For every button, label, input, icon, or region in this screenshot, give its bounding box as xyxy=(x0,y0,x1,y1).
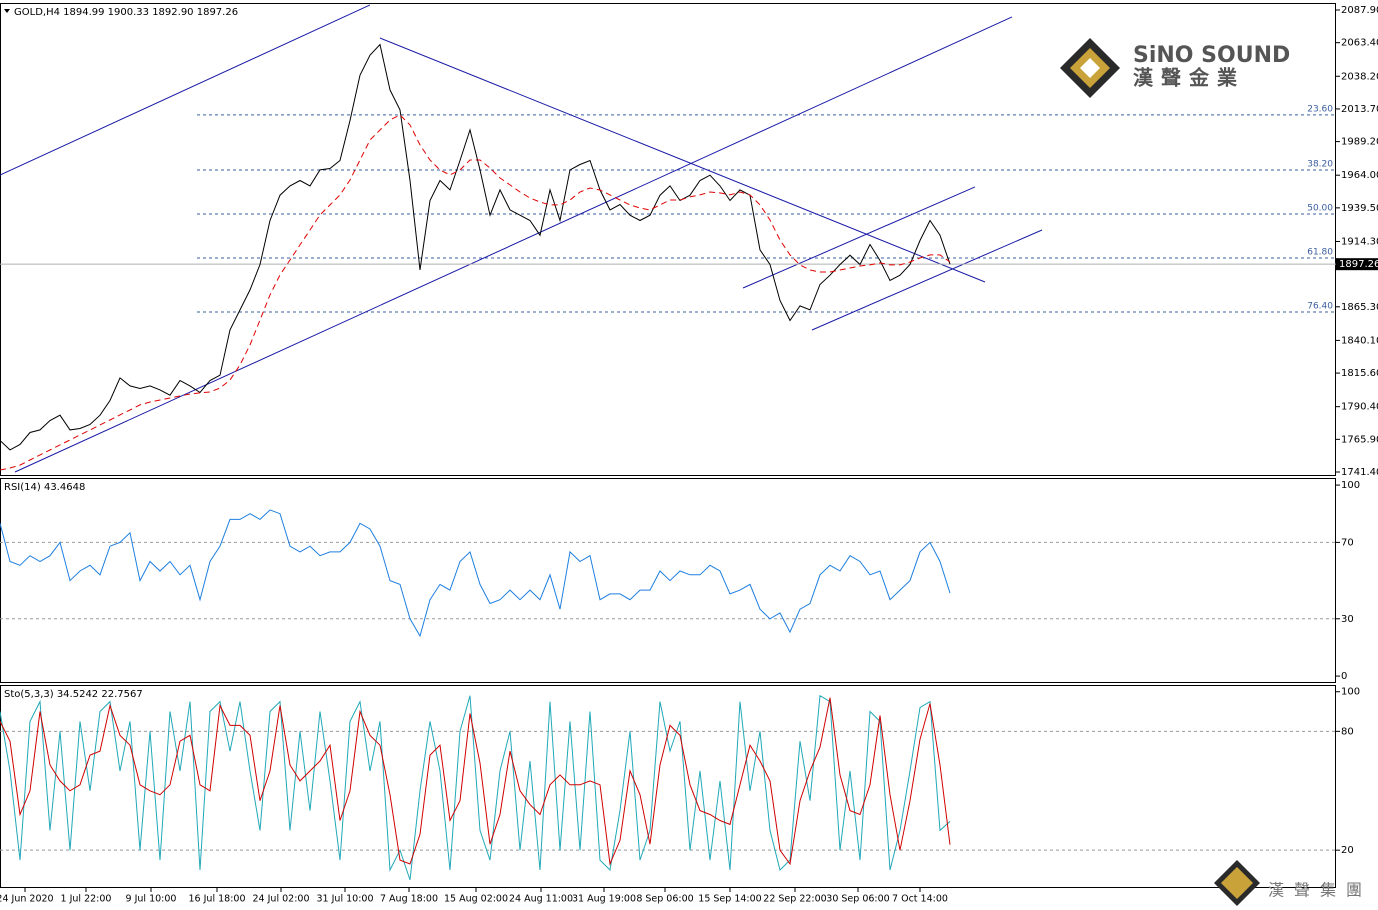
series-line xyxy=(0,697,951,866)
y-tick-label: 1840.10 xyxy=(1341,335,1378,346)
y-tick-label: 1939.50 xyxy=(1341,203,1378,214)
logo-group: 漢聲集團 xyxy=(1268,881,1372,900)
y-tick-label: 1741.40 xyxy=(1341,467,1378,478)
fib-label: 38.20 xyxy=(1307,160,1333,170)
y-tick-label: 2013.70 xyxy=(1341,104,1378,115)
fib-label: 23.60 xyxy=(1307,104,1333,114)
plot-area xyxy=(0,509,1336,638)
x-tick-label: 7 Oct 14:00 xyxy=(892,894,948,905)
x-tick-label: 31 Jul 10:00 xyxy=(317,894,374,905)
rsi-panel xyxy=(0,478,1336,683)
y-tick-label: 70 xyxy=(1341,537,1354,548)
last-price-label: 1897.26 xyxy=(1339,259,1378,270)
panel-title: GOLD,H4 1894.99 1900.33 1892.90 1897.26 xyxy=(14,7,238,18)
y-tick-label: 0 xyxy=(1341,671,1347,682)
y-tick-label: 1964.00 xyxy=(1341,170,1378,181)
y-tick-label: 1865.30 xyxy=(1341,302,1378,313)
plot-area xyxy=(0,694,1336,881)
x-tick-label: 31 Aug 19:00 xyxy=(572,894,636,905)
x-tick-label: 22 Sep 22:00 xyxy=(763,894,826,905)
x-tick-label: 16 Jul 18:00 xyxy=(189,894,246,905)
plot-area xyxy=(0,4,1336,473)
x-tick-label: 24 Jul 02:00 xyxy=(253,894,310,905)
y-tick-label: 1765.90 xyxy=(1341,434,1378,445)
x-tick-label: 1 Jul 22:00 xyxy=(61,894,112,905)
x-tick-label: 15 Aug 02:00 xyxy=(444,894,508,905)
trend-line xyxy=(14,16,1013,473)
trend-line xyxy=(811,229,1043,331)
logo-chinese: 漢聲金業 xyxy=(1133,66,1245,90)
fib-label: 50.00 xyxy=(1307,204,1333,214)
logo: SiNO SOUND 漢聲金業 漢聲集團 xyxy=(1060,38,1372,906)
x-tick-label: 15 Sep 14:00 xyxy=(698,894,761,905)
y-tick-label: 80 xyxy=(1341,726,1354,737)
fib-label: 61.80 xyxy=(1307,248,1333,258)
main-panel xyxy=(0,3,1336,476)
menu-arrow xyxy=(4,9,10,13)
y-tick-label: 2038.20 xyxy=(1341,71,1378,82)
series-line xyxy=(0,694,951,881)
y-tick-label: 100 xyxy=(1341,687,1360,698)
x-tick-label: 30 Sep 06:00 xyxy=(826,894,889,905)
panel-title: Sto(5,3,3) 34.5242 22.7567 xyxy=(4,689,143,700)
series-line xyxy=(0,114,951,471)
stoch-panel xyxy=(0,685,1336,888)
x-tick-label: 8 Sep 06:00 xyxy=(636,894,693,905)
trend-line xyxy=(742,186,976,289)
x-tick-label: 9 Jul 10:00 xyxy=(126,894,177,905)
y-tick-label: 1790.40 xyxy=(1341,402,1378,413)
x-tick-label: 7 Aug 18:00 xyxy=(380,894,438,905)
trend-line xyxy=(379,37,986,283)
panel-title: RSI(14) 43.4648 xyxy=(4,482,85,493)
y-tick-label: 1989.20 xyxy=(1341,137,1378,148)
y-tick-label: 1914.30 xyxy=(1341,236,1378,247)
x-tick-label: 24 Jun 2020 xyxy=(0,894,54,905)
y-tick-label: 2063.40 xyxy=(1341,38,1378,49)
logo-name: SiNO SOUND xyxy=(1133,43,1290,68)
series-line xyxy=(0,43,951,451)
y-tick-label: 100 xyxy=(1341,480,1360,491)
trend-line xyxy=(0,4,371,176)
x-tick-label: 24 Aug 11:00 xyxy=(509,894,573,905)
y-tick-label: 1815.60 xyxy=(1341,368,1378,379)
y-tick-label: 20 xyxy=(1341,845,1354,856)
series-line xyxy=(0,509,951,638)
y-tick-label: 2087.90 xyxy=(1341,5,1378,16)
last-price-box xyxy=(1336,258,1378,271)
fib-label: 76.40 xyxy=(1307,302,1333,312)
y-tick-label: 30 xyxy=(1341,614,1354,625)
